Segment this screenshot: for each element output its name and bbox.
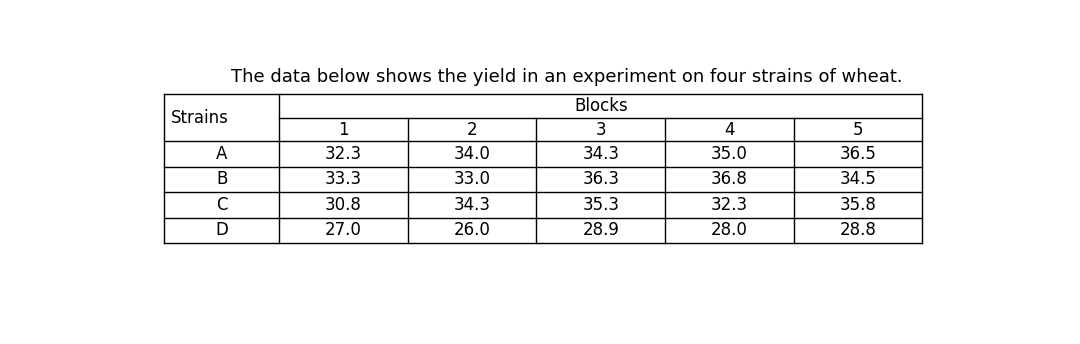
Text: 32.3: 32.3 (325, 145, 362, 163)
Text: 35.8: 35.8 (839, 196, 877, 214)
Text: 3: 3 (595, 121, 606, 139)
Text: 33.0: 33.0 (454, 171, 490, 189)
Text: 35.3: 35.3 (582, 196, 619, 214)
Text: 5: 5 (853, 121, 863, 139)
Text: 28.9: 28.9 (582, 221, 619, 239)
Text: 27.0: 27.0 (325, 221, 362, 239)
Text: 34.0: 34.0 (454, 145, 490, 163)
Text: 36.8: 36.8 (711, 171, 747, 189)
Text: 36.5: 36.5 (839, 145, 877, 163)
Text: D: D (215, 221, 228, 239)
Text: 30.8: 30.8 (325, 196, 362, 214)
Text: 34.5: 34.5 (839, 171, 877, 189)
Text: 34.3: 34.3 (454, 196, 490, 214)
Text: 35.0: 35.0 (711, 145, 747, 163)
Text: 28.8: 28.8 (839, 221, 877, 239)
Text: 32.3: 32.3 (711, 196, 748, 214)
Text: The data below shows the yield in an experiment on four strains of wheat.: The data below shows the yield in an exp… (231, 68, 903, 86)
Text: B: B (216, 171, 228, 189)
Text: A: A (216, 145, 228, 163)
Text: 28.0: 28.0 (711, 221, 747, 239)
Text: 4: 4 (725, 121, 734, 139)
Text: 34.3: 34.3 (582, 145, 619, 163)
Text: C: C (216, 196, 228, 214)
Text: 36.3: 36.3 (582, 171, 619, 189)
Text: Blocks: Blocks (573, 97, 627, 115)
Text: 2: 2 (467, 121, 477, 139)
Text: 33.3: 33.3 (325, 171, 362, 189)
Text: 26.0: 26.0 (454, 221, 490, 239)
Text: 1: 1 (338, 121, 349, 139)
Text: Strains: Strains (171, 108, 229, 127)
